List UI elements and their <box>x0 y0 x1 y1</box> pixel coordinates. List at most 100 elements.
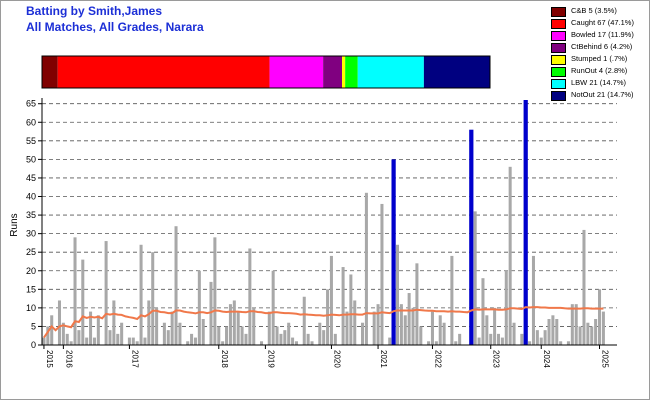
stack-segment-runout <box>345 56 358 88</box>
not-out-bar <box>391 159 396 345</box>
innings-bar <box>485 315 489 345</box>
innings-bar <box>294 341 298 345</box>
dismissal-stack-bar <box>41 55 491 89</box>
innings-bar <box>279 333 283 345</box>
innings-bar <box>512 322 516 345</box>
x-tick-label: 2019 <box>266 350 275 368</box>
stack-segment-notout <box>423 56 490 88</box>
y-axis-label: Runs <box>9 213 20 236</box>
innings-bar <box>201 319 205 345</box>
y-tick-label: 10 <box>26 303 36 313</box>
innings-bar <box>361 322 365 345</box>
legend: C&B 5 (3.5%) Caught 67 (47.1%) Bowled 17… <box>551 6 649 102</box>
innings-bar <box>489 333 493 345</box>
innings-bar <box>415 263 419 345</box>
not-out-bar <box>523 100 528 345</box>
innings-bar <box>217 326 221 345</box>
innings-bar <box>89 311 93 345</box>
y-tick-label: 65 <box>26 99 36 109</box>
innings-bar <box>458 333 462 345</box>
innings-bar <box>127 337 131 345</box>
innings-bar <box>259 341 264 345</box>
y-tick-label: 15 <box>26 284 36 294</box>
innings-bars <box>42 100 605 345</box>
x-tick-label: 2022 <box>433 350 442 368</box>
innings-bar <box>598 289 602 345</box>
innings-bar <box>395 244 400 345</box>
innings-bar <box>481 278 485 345</box>
legend-label: LBW 21 (14.7%) <box>571 78 627 87</box>
innings-bar <box>333 333 337 345</box>
innings-bar <box>248 248 252 345</box>
innings-bar <box>42 337 46 345</box>
innings-bar <box>353 300 357 345</box>
legend-label: Stumped 1 (.7%) <box>571 54 628 63</box>
stack-segment-bowled <box>269 56 324 88</box>
innings-bar <box>520 333 524 345</box>
legend-item: Stumped 1 (.7%) <box>551 54 649 65</box>
y-tick-label: 30 <box>26 229 36 239</box>
innings-bar <box>85 337 89 345</box>
innings-bar <box>508 166 512 345</box>
innings-bar <box>162 322 166 345</box>
innings-bar <box>411 307 415 345</box>
innings-bar <box>166 330 170 345</box>
legend-swatch <box>551 43 566 53</box>
innings-bar <box>403 315 407 345</box>
innings-bar <box>326 289 330 345</box>
chart-subtitle: All Matches, All Grades, Narara <box>26 20 204 34</box>
innings-bar <box>388 337 392 345</box>
legend-label: CtBehind 6 (4.2%) <box>571 42 633 51</box>
innings-bar <box>186 341 190 345</box>
y-tick-label: 50 <box>26 154 36 164</box>
innings-bar <box>543 330 547 345</box>
innings-bar <box>454 341 458 345</box>
innings-bar <box>228 304 232 345</box>
innings-bar <box>376 304 380 345</box>
innings-bar <box>555 319 559 345</box>
legend-label: RunOut 4 (2.8%) <box>571 66 628 75</box>
innings-bar <box>155 307 159 345</box>
innings-bar <box>528 341 532 345</box>
x-tick-label: 2024 <box>542 350 551 368</box>
innings-bar <box>61 322 65 345</box>
stack-segment-stumped <box>342 56 346 88</box>
stack-segment-ctbehind <box>323 56 343 88</box>
legend-item: NotOut 21 (14.7%) <box>551 90 649 101</box>
innings-bar <box>306 333 310 345</box>
innings-bar <box>427 341 431 345</box>
innings-bar <box>252 307 256 345</box>
innings-bar <box>73 237 77 345</box>
innings-bar <box>450 255 454 345</box>
innings-bar <box>92 337 96 345</box>
innings-bar <box>477 337 481 345</box>
innings-bar <box>341 267 345 345</box>
x-tick-label: 2015 <box>45 350 54 368</box>
x-tick-label: 2023 <box>492 350 501 368</box>
innings-bar <box>131 337 135 345</box>
innings-bar <box>493 307 497 345</box>
innings-bar <box>574 304 578 345</box>
innings-bar <box>419 326 423 345</box>
innings-bar <box>594 319 598 345</box>
innings-bar <box>271 270 275 345</box>
x-tick-label: 2021 <box>379 350 388 368</box>
innings-bar <box>535 330 539 345</box>
innings-bar <box>197 270 201 345</box>
innings-bar <box>104 241 108 345</box>
stack-border <box>41 55 491 89</box>
innings-bar <box>302 296 306 345</box>
innings-bar <box>504 270 508 345</box>
innings-bar <box>345 311 349 345</box>
innings-bar <box>442 322 446 345</box>
innings-bar <box>566 341 570 345</box>
innings-bar <box>143 337 147 345</box>
legend-swatch <box>551 31 566 41</box>
y-tick-label: 35 <box>26 210 36 220</box>
legend-item: CtBehind 6 (4.2%) <box>551 42 649 53</box>
average-line-group <box>43 306 604 339</box>
y-tick-label: 0 <box>31 340 36 350</box>
stack-segment-lbw <box>357 56 424 88</box>
innings-bar <box>221 341 225 345</box>
innings-bar <box>310 341 314 345</box>
